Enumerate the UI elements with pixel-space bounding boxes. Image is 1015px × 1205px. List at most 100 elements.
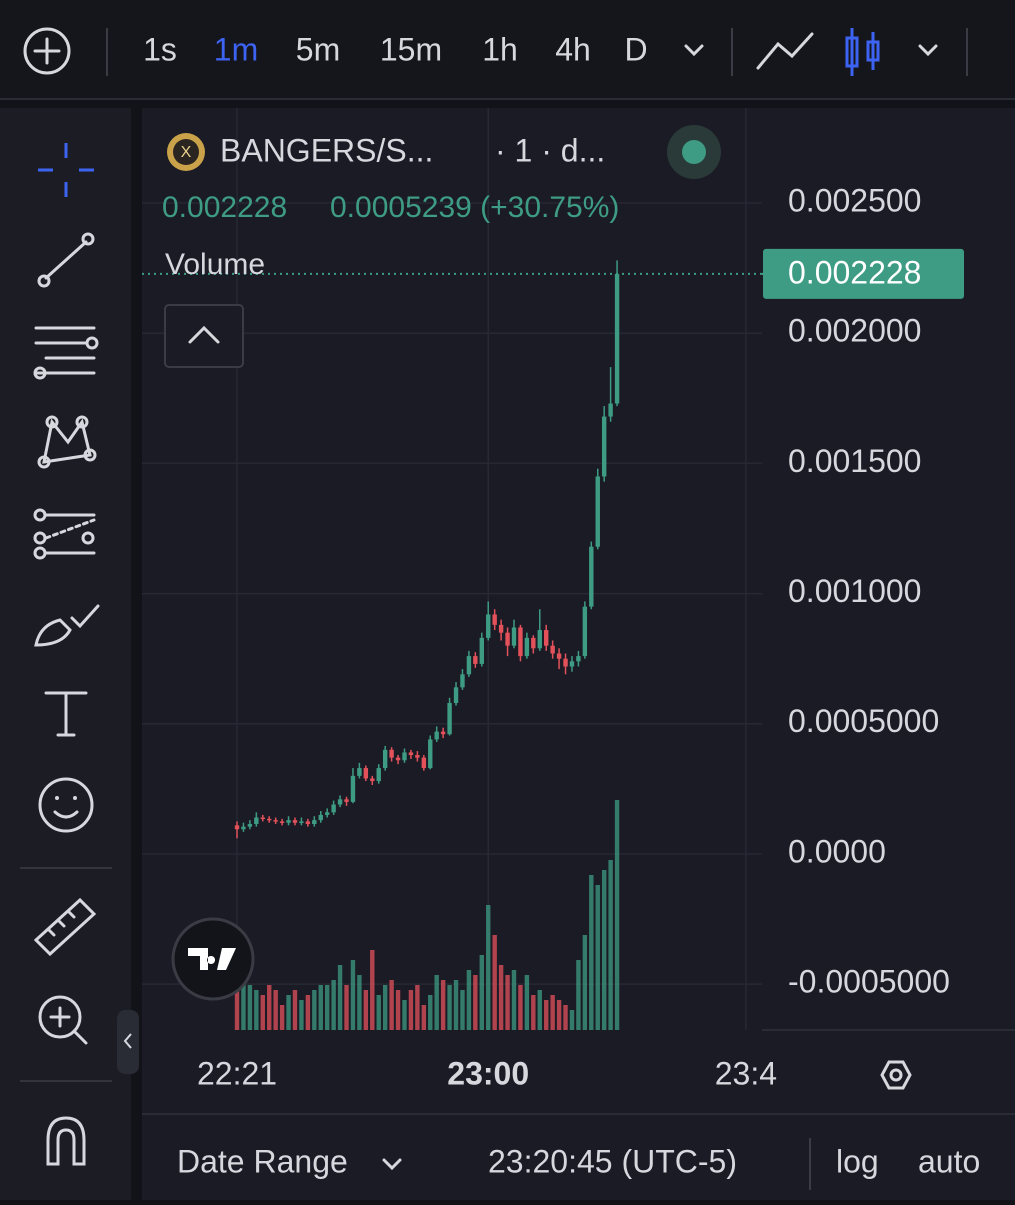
- volume-bar: [331, 980, 336, 1030]
- candle-chart-button[interactable]: [845, 28, 880, 76]
- volume-bar: [344, 985, 349, 1030]
- candle-body: [402, 752, 407, 761]
- volume-bar: [569, 1010, 575, 1030]
- volume-bar: [544, 1000, 549, 1030]
- candle-body: [286, 820, 291, 823]
- emoji-tool[interactable]: [38, 777, 94, 833]
- volume-bar: [440, 980, 446, 1030]
- brush-tool[interactable]: [34, 604, 100, 647]
- candle-body: [260, 817, 265, 820]
- change-value: 0.0005239 (+30.75%): [330, 191, 619, 224]
- zoom-tool[interactable]: [38, 995, 88, 1045]
- interval-button[interactable]: 1s: [143, 31, 177, 67]
- symbol-name[interactable]: BANGERS/S...: [220, 132, 433, 168]
- volume-bar: [505, 975, 510, 1030]
- volume-bar: [241, 960, 246, 1030]
- collapse-legend[interactable]: [164, 304, 244, 368]
- status-dot: [682, 140, 706, 164]
- candle-body: [312, 820, 317, 825]
- y-tick-label: 0.0005000: [788, 703, 939, 739]
- candle-body: [537, 630, 542, 649]
- fib-tool[interactable]: [33, 326, 99, 380]
- svg-text:X: X: [181, 144, 192, 161]
- candle-body: [331, 804, 336, 813]
- volume-bar: [473, 975, 478, 1030]
- candle-body: [601, 416, 607, 477]
- interval-button[interactable]: 15m: [380, 31, 442, 67]
- x-tick-label: 23:4: [715, 1055, 777, 1091]
- candle-body: [531, 637, 536, 649]
- candle-body: [563, 658, 568, 667]
- trend-line-tool[interactable]: [37, 232, 95, 288]
- candle-body: [370, 778, 375, 782]
- interval-button[interactable]: 1m: [214, 31, 258, 67]
- volume-bar: [511, 970, 517, 1030]
- interval-button[interactable]: D: [624, 31, 647, 67]
- candle-body: [473, 656, 478, 664]
- volume-bar: [395, 990, 401, 1030]
- volume-bar: [582, 935, 588, 1030]
- candle-body: [447, 702, 452, 735]
- volume-bar: [254, 990, 259, 1030]
- volume-bar: [563, 1005, 568, 1030]
- candle-body: [608, 403, 613, 417]
- more-intervals[interactable]: [684, 44, 704, 57]
- volume-bar: [589, 875, 594, 1030]
- y-tick-label: 0.002000: [788, 313, 921, 349]
- candle-body: [614, 273, 620, 404]
- volume-bar: [350, 960, 356, 1030]
- ruler-tool[interactable]: [33, 897, 97, 957]
- volume-bar: [428, 995, 433, 1030]
- candle-body: [595, 476, 600, 547]
- volume-bar: [286, 995, 291, 1030]
- volume-bar: [305, 995, 311, 1030]
- interval-group: 1s 1m 5m 15m 1h 4h D: [143, 31, 647, 67]
- candle-body: [453, 687, 459, 703]
- collapse-toolbar[interactable]: [117, 1010, 139, 1074]
- prediction-tool[interactable]: [33, 508, 96, 560]
- auto-toggle[interactable]: auto: [918, 1143, 980, 1179]
- volume-bar: [260, 995, 265, 1030]
- candle-body: [344, 799, 349, 802]
- add-button[interactable]: [23, 27, 71, 75]
- volume-bar: [421, 1005, 427, 1030]
- interval-button[interactable]: 1h: [482, 31, 518, 67]
- candle-body: [382, 749, 388, 769]
- volume-bar: [595, 885, 600, 1030]
- volume-bar: [318, 985, 323, 1030]
- magnet-tool[interactable]: [46, 1116, 86, 1166]
- volume-bar: [363, 990, 369, 1030]
- candle-body: [466, 656, 472, 675]
- volume-bar: [466, 970, 472, 1030]
- log-toggle[interactable]: log: [836, 1143, 879, 1179]
- candle-body: [350, 775, 356, 802]
- volume-bar: [279, 1005, 285, 1030]
- candle-body: [337, 799, 343, 805]
- chart-type-menu[interactable]: [918, 44, 938, 57]
- line-chart-button[interactable]: [756, 32, 814, 70]
- candle-body: [273, 820, 278, 822]
- volume-bar: [299, 1000, 304, 1030]
- crosshair-tool[interactable]: [38, 143, 94, 197]
- y-tick-label: 0.0000: [788, 833, 886, 869]
- y-tick-label: 0.001000: [788, 573, 921, 609]
- interval-button[interactable]: 5m: [296, 31, 340, 67]
- candle-body: [305, 821, 311, 825]
- volume-bar: [337, 965, 343, 1030]
- candle-body: [267, 818, 272, 821]
- pattern-tool[interactable]: [37, 415, 97, 469]
- candle-body: [363, 768, 369, 779]
- text-tool[interactable]: [44, 691, 88, 737]
- candle-body: [518, 627, 523, 657]
- volume-bar: [357, 975, 362, 1030]
- interval-button[interactable]: 4h: [555, 31, 591, 67]
- volume-bar: [408, 990, 414, 1030]
- volume-bar: [550, 995, 555, 1030]
- symbol-logo: X: [167, 133, 205, 171]
- volume-bar: [447, 985, 452, 1030]
- date-range-button[interactable]: Date Range: [177, 1143, 348, 1179]
- settings-button[interactable]: [880, 1060, 912, 1090]
- candle-body: [576, 656, 581, 662]
- volume-bar: [402, 1000, 407, 1030]
- date-range-caret: [382, 1158, 402, 1171]
